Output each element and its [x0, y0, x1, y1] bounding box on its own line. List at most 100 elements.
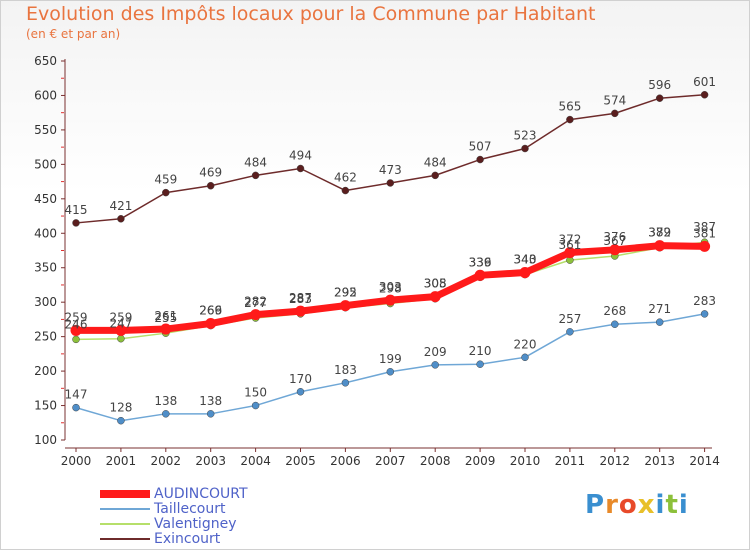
y-tick-label: 150: [34, 399, 57, 413]
data-label-exincourt: 469: [199, 166, 222, 180]
data-label-audincourt: 287: [289, 291, 312, 305]
legend-item-exincourt: Exincourt: [100, 530, 221, 547]
y-tick-label: 400: [34, 226, 57, 240]
data-point-taillecourt: [251, 401, 260, 410]
data-point-taillecourt: [296, 388, 305, 396]
data-point-exincourt: [431, 171, 439, 180]
data-label-taillecourt: 199: [379, 352, 402, 366]
data-point-audincourt: [474, 269, 486, 281]
data-label-exincourt: 523: [514, 129, 537, 143]
data-label-taillecourt: 268: [603, 304, 626, 318]
data-label-exincourt: 484: [424, 155, 447, 169]
logo-letter: r: [605, 490, 619, 520]
logo-letter: t: [665, 490, 679, 520]
data-label-exincourt: 415: [65, 203, 88, 217]
data-point-audincourt: [295, 305, 306, 317]
data-point-audincourt: [519, 267, 531, 279]
data-label-exincourt: 494: [289, 148, 312, 162]
x-tick-label: 2009: [465, 454, 496, 468]
data-label-exincourt: 601: [693, 75, 716, 89]
logo-letter: o: [618, 490, 638, 520]
data-label-audincourt: 339: [469, 255, 492, 269]
data-label-taillecourt: 210: [469, 344, 492, 358]
data-label-valentigney: 298: [379, 282, 402, 296]
y-tick-label: 500: [34, 157, 57, 171]
data-label-audincourt: 308: [424, 277, 447, 291]
data-point-valentigney: [117, 334, 125, 343]
logo-letter: i: [655, 490, 666, 520]
y-tick-label: 550: [34, 123, 57, 137]
data-label-audincourt: 382: [648, 226, 671, 240]
data-label-valentigney: 361: [558, 238, 581, 252]
legend-item-taillecourt: Taillecourt: [100, 500, 226, 517]
legend-swatch: [100, 489, 150, 498]
data-point-exincourt: [296, 164, 305, 173]
y-tick-label: 250: [34, 330, 57, 344]
data-label-taillecourt: 271: [648, 302, 671, 316]
data-label-taillecourt: 150: [244, 386, 267, 400]
data-point-exincourt: [611, 109, 619, 118]
data-point-taillecourt: [386, 368, 395, 376]
data-label-valentigney: 379: [648, 226, 671, 240]
data-point-taillecourt: [566, 328, 574, 336]
x-tick-label: 2014: [689, 454, 720, 468]
data-point-exincourt: [341, 186, 350, 195]
data-point-audincourt: [564, 247, 576, 259]
legend-label: Valentigney: [154, 515, 237, 532]
chart-title: Evolution des Impôts locaux pour la Comm…: [26, 3, 596, 25]
y-tick-label: 450: [34, 192, 57, 206]
data-label-audincourt: 376: [603, 230, 626, 244]
data-label-taillecourt: 183: [334, 363, 357, 377]
legend-label: Exincourt: [154, 530, 221, 547]
y-tick-label: 300: [34, 295, 57, 309]
data-label-valentigney: 387: [693, 220, 716, 234]
data-point-audincourt: [339, 300, 351, 312]
data-label-taillecourt: 128: [109, 401, 132, 415]
data-label-audincourt: 261: [154, 309, 177, 323]
data-point-taillecourt: [611, 320, 619, 328]
data-label-valentigney: 255: [154, 311, 177, 325]
data-point-exincourt: [72, 219, 80, 227]
data-point-audincourt: [250, 309, 262, 321]
data-label-taillecourt: 283: [693, 294, 716, 308]
x-tick-label: 2001: [106, 454, 137, 468]
data-label-audincourt: 282: [244, 295, 267, 309]
logo-letter: P: [585, 490, 606, 520]
data-point-exincourt: [521, 144, 529, 153]
data-label-audincourt: 303: [379, 280, 402, 294]
data-label-valentigney: 266: [199, 304, 222, 318]
legend-swatch: [100, 537, 150, 540]
data-point-exincourt: [206, 181, 215, 190]
data-point-taillecourt: [700, 310, 709, 318]
data-label-exincourt: 574: [603, 93, 626, 107]
data-label-valentigney: 336: [469, 255, 492, 269]
data-label-valentigney: 277: [244, 296, 267, 310]
series-line-exincourt: [75, 94, 705, 224]
y-tick-label: 650: [34, 54, 57, 68]
legend-label: Taillecourt: [154, 500, 226, 517]
data-label-valentigney: 246: [65, 317, 88, 331]
data-point-audincourt: [160, 323, 172, 335]
x-tick-label: 2010: [510, 454, 541, 468]
data-label-exincourt: 421: [109, 199, 132, 213]
data-label-valentigney: 367: [603, 234, 626, 248]
data-label-exincourt: 565: [558, 100, 581, 114]
data-point-taillecourt: [431, 361, 439, 369]
legend-swatch: [100, 507, 150, 510]
x-tick-label: 2007: [375, 454, 406, 468]
legend-label: AUDINCOURT: [154, 485, 248, 502]
data-point-taillecourt: [72, 403, 80, 412]
x-tick-label: 2011: [555, 454, 586, 468]
chart-subtitle: (en € et par an): [26, 27, 121, 41]
data-point-taillecourt: [162, 410, 170, 418]
y-tick-label: 200: [34, 364, 57, 378]
data-point-audincourt: [699, 240, 711, 252]
data-label-audincourt: 372: [558, 233, 581, 247]
data-label-taillecourt: 257: [558, 312, 581, 326]
data-label-audincourt: 259: [109, 310, 132, 324]
data-point-taillecourt: [341, 379, 350, 387]
data-label-exincourt: 473: [379, 163, 402, 177]
legend-swatch: [100, 522, 150, 525]
